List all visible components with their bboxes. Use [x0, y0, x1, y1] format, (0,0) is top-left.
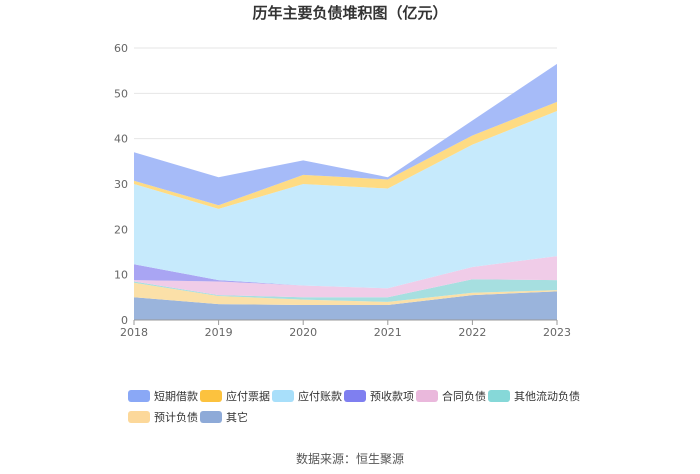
- area-series-3: [134, 256, 557, 298]
- legend-label: 短期借款: [154, 390, 198, 403]
- legend-label: 预计负债: [154, 411, 198, 424]
- area-series-2: [134, 279, 557, 302]
- legend-label: 预收款项: [370, 390, 414, 403]
- x-tick-label: 2021: [374, 326, 402, 339]
- legend-item[interactable]: 预收款项: [344, 388, 414, 404]
- y-tick-label: 50: [114, 87, 128, 100]
- y-tick-label: 60: [114, 42, 128, 55]
- x-tick-label: 2020: [289, 326, 317, 339]
- legend-item[interactable]: 短期借款: [128, 388, 198, 404]
- legend-swatch: [128, 390, 150, 402]
- x-tick-label: 2018: [120, 326, 148, 339]
- legend-item[interactable]: 其它: [200, 409, 248, 425]
- y-tick-label: 0: [121, 314, 128, 327]
- legend-label: 其它: [226, 411, 248, 424]
- area-series-0: [134, 291, 557, 320]
- area-series-1: [134, 282, 557, 305]
- y-tick-label: 40: [114, 133, 128, 146]
- axes: 0 10 20 30 40 50 60 2018 2019 2020 2021 2022 2023: [114, 42, 571, 339]
- y-tick-label: 20: [114, 223, 128, 236]
- legend-label: 其他流动负债: [514, 390, 580, 403]
- stacked-area-chart: 0 10 20 30 40 50 60 2018 2019 2020 2021 2022 2023: [114, 42, 571, 339]
- legend-item[interactable]: 预计负债: [128, 409, 198, 425]
- x-tick-label: 2019: [205, 326, 233, 339]
- area-series-group: [134, 63, 557, 320]
- legend-swatch: [344, 390, 366, 402]
- legend-swatch: [128, 411, 150, 423]
- area-series-7: [134, 63, 557, 206]
- legend-label: 应付账款: [298, 390, 342, 403]
- legend-label: 合同负债: [442, 390, 486, 403]
- legend-item[interactable]: 应付票据: [200, 388, 270, 404]
- legend-item[interactable]: 合同负债: [416, 388, 486, 404]
- legend-swatch: [200, 390, 222, 402]
- chart-title: 历年主要负债堆积图（亿元）: [252, 4, 448, 22]
- legend-swatch: [200, 411, 222, 423]
- data-source-note: 数据来源：恒生聚源: [295, 452, 404, 466]
- y-tick-label: 30: [114, 178, 128, 191]
- legend-swatch: [416, 390, 438, 402]
- legend-item[interactable]: 应付账款: [272, 388, 342, 404]
- y-tick-label: 10: [114, 269, 128, 282]
- legend-label: 应付票据: [226, 390, 270, 403]
- x-tick-label: 2023: [543, 326, 571, 339]
- legend-item[interactable]: 其他流动负债: [488, 388, 580, 404]
- area-series-5: [134, 111, 557, 289]
- legend-swatch: [488, 390, 510, 402]
- x-tick-label: 2022: [458, 326, 486, 339]
- legend-swatch: [272, 390, 294, 402]
